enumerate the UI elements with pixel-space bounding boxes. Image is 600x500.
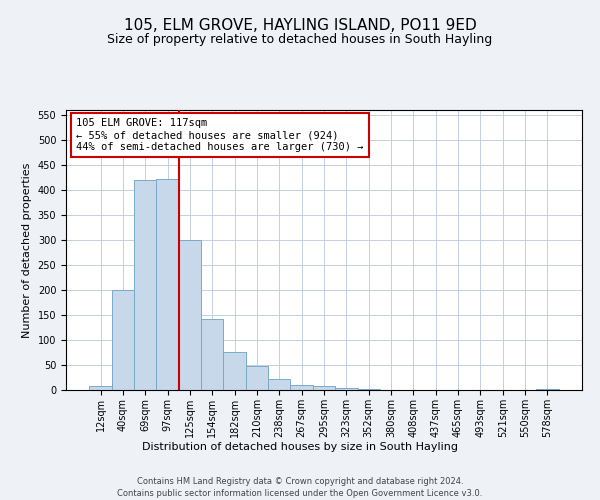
Bar <box>157 179 179 390</box>
Text: 105 ELM GROVE: 117sqm
← 55% of detached houses are smaller (924)
44% of semi-det: 105 ELM GROVE: 117sqm ← 55% of detached … <box>76 118 364 152</box>
Bar <box>358 389 380 390</box>
Bar <box>313 386 335 390</box>
Text: Distribution of detached houses by size in South Hayling: Distribution of detached houses by size … <box>142 442 458 452</box>
Bar <box>134 180 157 390</box>
Bar <box>179 240 201 390</box>
Bar <box>290 384 313 390</box>
Bar <box>246 366 268 390</box>
Bar <box>112 290 134 390</box>
Bar <box>223 352 246 390</box>
Bar <box>201 318 223 390</box>
Bar <box>335 388 358 390</box>
Text: Contains HM Land Registry data © Crown copyright and database right 2024.: Contains HM Land Registry data © Crown c… <box>137 478 463 486</box>
Bar <box>268 378 290 390</box>
Text: Size of property relative to detached houses in South Hayling: Size of property relative to detached ho… <box>107 32 493 46</box>
Y-axis label: Number of detached properties: Number of detached properties <box>22 162 32 338</box>
Text: Contains public sector information licensed under the Open Government Licence v3: Contains public sector information licen… <box>118 489 482 498</box>
Bar <box>536 388 559 390</box>
Bar <box>89 386 112 390</box>
Text: 105, ELM GROVE, HAYLING ISLAND, PO11 9ED: 105, ELM GROVE, HAYLING ISLAND, PO11 9ED <box>124 18 476 32</box>
